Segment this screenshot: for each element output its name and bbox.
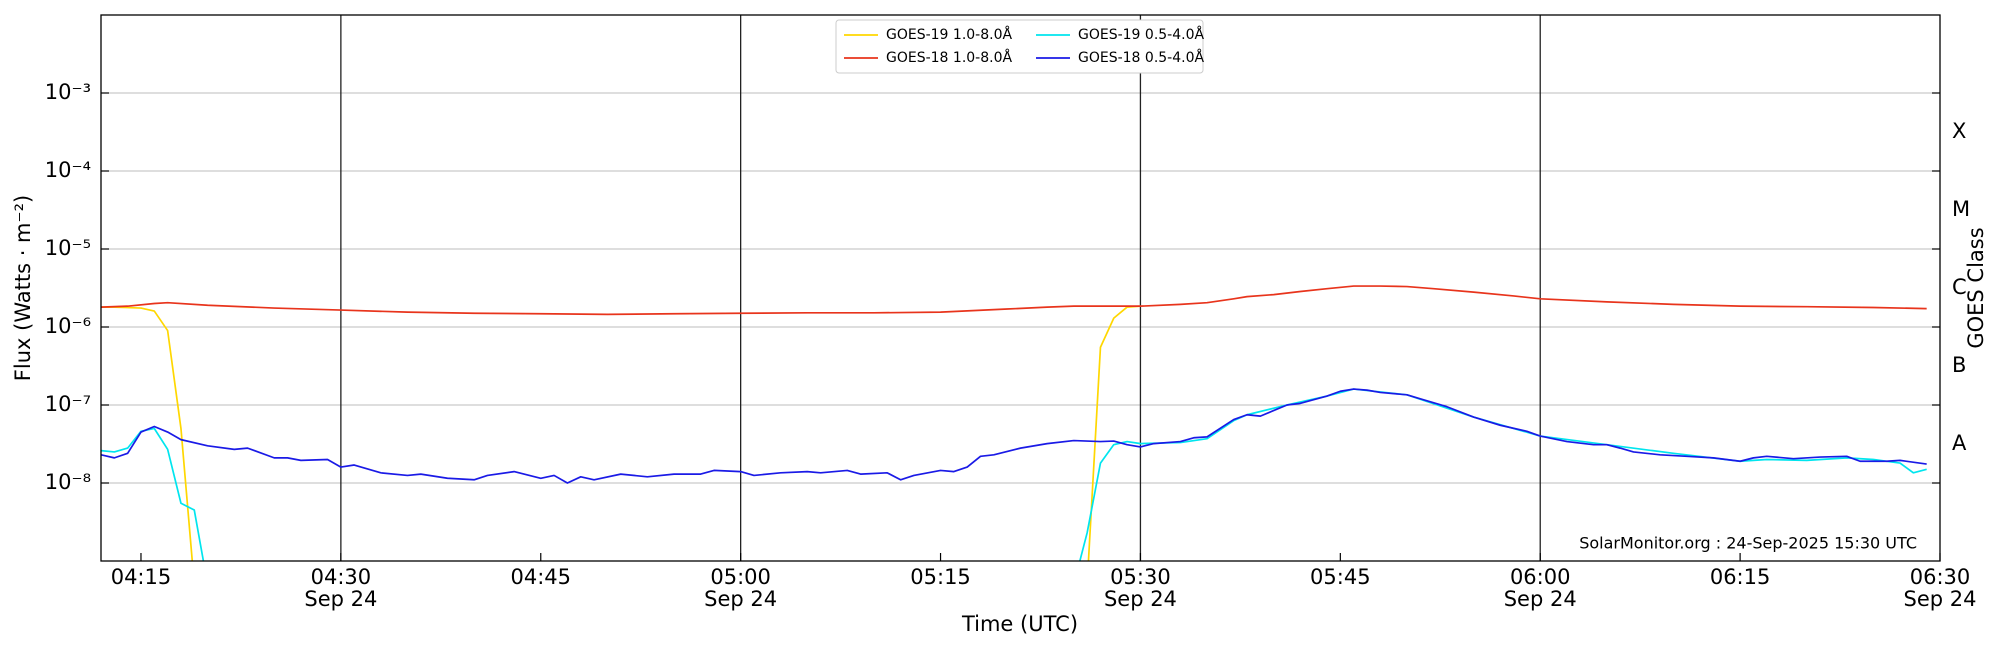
legend-label: GOES-19 0.5-4.0Å bbox=[1078, 26, 1204, 43]
x-tick-label: 05:30 bbox=[1110, 565, 1171, 589]
series-line bbox=[101, 388, 1927, 484]
legend-label: GOES-18 1.0-8.0Å bbox=[886, 49, 1012, 66]
x-tick-label: Sep 24 bbox=[1104, 587, 1177, 611]
legend-box bbox=[835, 19, 1204, 74]
y-tick-label: 10⁻³ bbox=[45, 80, 91, 104]
annotation: SolarMonitor.org : 24-Sep-2025 15:30 UTC bbox=[1579, 534, 1917, 553]
x-tick-label: 05:45 bbox=[1310, 565, 1371, 589]
x-tick-label: 04:45 bbox=[510, 565, 571, 589]
y-axis-label: Flux (Watts · m⁻²) bbox=[11, 195, 35, 381]
x-tick-label: Sep 24 bbox=[1904, 587, 1977, 611]
y-tick-label: 10⁻⁵ bbox=[45, 236, 91, 260]
x-tick-label: 04:15 bbox=[111, 565, 172, 589]
y2-tick-label: B bbox=[1952, 353, 1966, 377]
x-tick-label: 06:00 bbox=[1510, 565, 1571, 589]
y-tick-label: 10⁻⁶ bbox=[45, 314, 91, 338]
x-tick-label: 04:30 bbox=[311, 565, 372, 589]
x-tick-label: 05:00 bbox=[710, 565, 771, 589]
y-tick-label: 10⁻⁴ bbox=[45, 158, 91, 182]
x-axis-label: Time (UTC) bbox=[961, 612, 1078, 636]
y2-tick-label: C bbox=[1952, 275, 1967, 299]
y-tick-label: 10⁻⁷ bbox=[45, 392, 91, 416]
series-line bbox=[101, 388, 1927, 561]
plot-lines bbox=[101, 285, 1927, 561]
x-tick-label: Sep 24 bbox=[1504, 587, 1577, 611]
series-line bbox=[101, 305, 1141, 561]
legend-label: GOES-18 0.5-4.0Å bbox=[1078, 49, 1204, 66]
series-line bbox=[101, 285, 1927, 316]
y-tick-label: 10⁻⁸ bbox=[45, 470, 91, 494]
x-tick-label: Sep 24 bbox=[304, 587, 377, 611]
x-tick-label: Sep 24 bbox=[704, 587, 777, 611]
y2-tick-label: A bbox=[1952, 431, 1967, 455]
y2-tick-label: M bbox=[1952, 197, 1970, 221]
y2-tick-label: X bbox=[1952, 119, 1966, 143]
y2-axis-label: GOES Class bbox=[1964, 227, 1988, 348]
plot-frame bbox=[100, 14, 1941, 562]
x-tick-label: 05:15 bbox=[910, 565, 971, 589]
x-tick-label: 06:15 bbox=[1710, 565, 1771, 589]
legend-label: GOES-19 1.0-8.0Å bbox=[886, 26, 1012, 43]
x-tick-label: 06:30 bbox=[1910, 565, 1971, 589]
